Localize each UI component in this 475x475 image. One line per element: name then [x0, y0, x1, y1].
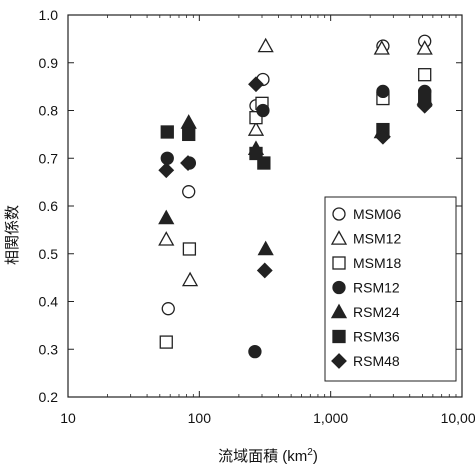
y-tick-label: 0.5 — [39, 246, 59, 262]
legend-marker — [332, 329, 346, 344]
y-tick-label: 0.6 — [39, 198, 59, 214]
legend-marker — [331, 353, 347, 369]
data-point — [256, 262, 273, 279]
series-msm12 — [158, 37, 433, 287]
data-point — [418, 68, 432, 82]
legend-marker — [330, 230, 348, 245]
y-tick-label: 1.0 — [39, 7, 59, 23]
x-tick-label: 1,000 — [313, 410, 348, 426]
legend-marker — [332, 256, 346, 270]
legend-label: MSM18 — [353, 255, 401, 271]
legend-label: MSM06 — [353, 206, 401, 222]
data-point — [257, 240, 274, 256]
legend-item: MSM06 — [332, 206, 401, 222]
axis-ticks: 10 100 1,000 10,000 0.2 0.3 0.4 0.5 0.6 0.7 0.8 0.9… — [39, 7, 475, 426]
y-tick-label: 0.2 — [39, 389, 59, 405]
data-point — [180, 155, 196, 171]
data-point — [416, 40, 433, 55]
data-points — [158, 34, 433, 359]
legend-label: RSM12 — [353, 280, 400, 296]
data-point — [182, 242, 197, 256]
legend-label: MSM12 — [353, 231, 401, 247]
y-tick-label: 0.8 — [39, 103, 59, 119]
series-rsm36 — [160, 89, 432, 170]
x-axis-title: 流域面積 (km2) — [218, 447, 318, 465]
x-tick-label: 10,000 — [441, 410, 475, 426]
legend-label: RSM24 — [353, 304, 400, 320]
data-point — [373, 40, 390, 55]
y-tick-label: 0.7 — [39, 150, 59, 166]
legend: MSM06 MSM12 MSM18 RSM12 RSM24 RSM36 RSM48 — [324, 196, 457, 382]
legend-marker — [332, 280, 346, 295]
y-tick-label: 0.9 — [39, 55, 59, 71]
data-point — [158, 209, 175, 225]
data-point — [159, 335, 173, 349]
legend-box — [324, 196, 457, 382]
data-point — [180, 114, 197, 129]
y-tick-label: 0.4 — [39, 294, 59, 310]
legend-item: RSM48 — [331, 353, 400, 369]
data-point — [160, 125, 174, 139]
data-point — [257, 156, 271, 170]
data-point — [256, 103, 270, 118]
data-point — [182, 127, 196, 142]
legend-item: RSM36 — [332, 329, 400, 345]
data-point — [247, 121, 265, 136]
data-point — [161, 302, 175, 316]
data-point — [376, 84, 390, 99]
y-tick-label: 0.3 — [39, 341, 59, 357]
legend-label: RSM48 — [353, 353, 400, 369]
data-point — [182, 185, 196, 199]
legend-marker — [332, 207, 346, 221]
y-axis-title: 相関係数 — [4, 205, 21, 265]
data-point — [158, 231, 175, 246]
data-point — [257, 37, 274, 53]
x-tick-label: 10 — [60, 410, 76, 426]
data-point — [416, 97, 433, 114]
data-point — [248, 76, 264, 93]
legend-label: RSM36 — [353, 329, 400, 345]
x-tick-label: 100 — [188, 410, 212, 426]
legend-item: RSM24 — [330, 303, 400, 320]
data-point — [160, 151, 174, 165]
legend-item: MSM12 — [330, 230, 401, 247]
legend-item: RSM12 — [332, 280, 400, 296]
legend-marker — [330, 303, 348, 319]
data-point — [181, 271, 199, 287]
data-point — [248, 344, 262, 359]
data-point — [375, 128, 391, 145]
data-point — [158, 162, 175, 179]
series-rsm48 — [158, 76, 433, 279]
legend-item: MSM18 — [332, 255, 401, 271]
